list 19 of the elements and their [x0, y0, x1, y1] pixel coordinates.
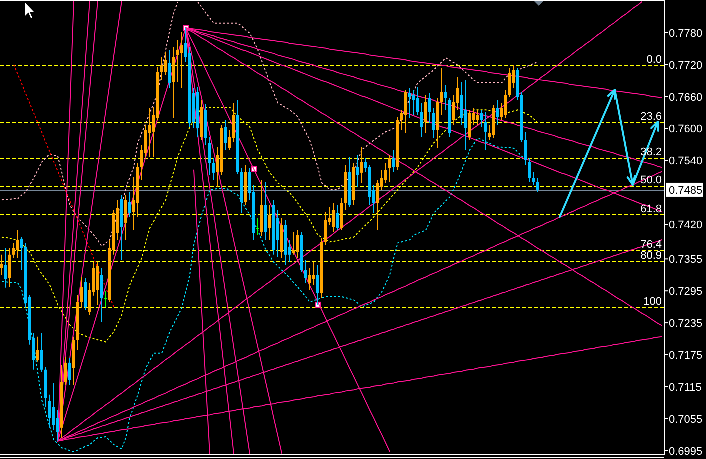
y-tick-label: 0.7055	[669, 414, 703, 426]
y-tick-label: 0.7660	[669, 92, 703, 104]
y-tick-label: 0.6995	[669, 446, 703, 458]
y-tick-label: 0.7355	[669, 254, 703, 266]
annotation: 23.6	[640, 110, 662, 123]
annotation: 80.9	[640, 250, 662, 262]
y-tick-label: 0.7235	[669, 318, 703, 330]
ref-line-label: 0.7485	[669, 184, 703, 197]
y-tick-label: 0.7175	[669, 350, 703, 362]
y-tick-label: 0.7115	[669, 382, 702, 394]
y-tick-label: 0.7600	[669, 124, 703, 136]
annotation: 0.0	[646, 54, 662, 66]
y-tick-label: 0.7295	[669, 286, 703, 298]
annotation: 100	[644, 296, 662, 308]
annotation: 50.0	[640, 174, 662, 187]
y-tick-label: 0.7780	[669, 28, 703, 40]
y-tick-label: 0.7720	[669, 60, 703, 72]
y-tick-label: 0.7420	[669, 220, 703, 232]
y-tick-label: 0.7540	[669, 156, 703, 168]
